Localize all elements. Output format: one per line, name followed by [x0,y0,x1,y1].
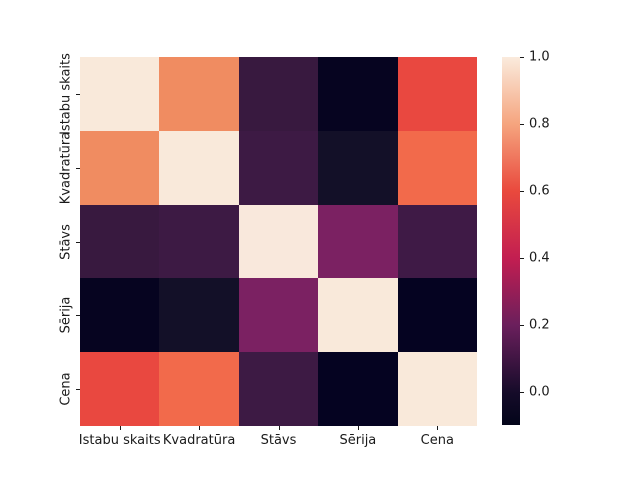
heatmap-cell-3-0 [80,278,160,353]
colorbar-tick-mark [520,325,524,327]
colorbar [502,57,520,425]
heatmap-cell-4-0 [80,352,160,426]
heatmap-cell-3-2 [238,278,319,353]
y-tick-mark [76,389,80,391]
heatmap-cell-4-2 [238,352,319,426]
x-tick-mark [437,426,439,430]
heatmap-cell-2-1 [159,204,239,279]
x-tick-mark [357,426,359,430]
colorbar-tick-label-1: 0.8 [529,116,550,132]
heatmap-cell-0-2 [238,57,319,131]
colorbar-tick-label-0: 1.0 [529,49,550,65]
y-tick-label-0: Istabu skaits [58,52,74,135]
x-tick-label-1: Kvadratūra [162,433,236,448]
heatmap-cell-0-1 [159,57,239,131]
colorbar-tick-label-2: 0.6 [529,183,550,199]
heatmap-cell-1-1 [159,130,239,205]
heatmap-cell-2-3 [318,204,398,279]
y-tick-mark [76,167,80,169]
colorbar-tick-label-4: 0.2 [529,317,550,333]
heatmap-cell-1-4 [397,130,477,205]
heatmap-cell-3-3 [318,278,398,353]
x-tick-mark [199,426,201,430]
y-tick-mark [76,315,80,317]
heatmap-cell-1-0 [80,130,160,205]
y-tick-label-4: Cena [58,372,74,406]
colorbar-tick-mark [520,392,524,394]
y-tick-label-2: Stāvs [58,223,74,260]
heatmap-cell-0-3 [318,57,398,131]
x-tick-label-2: Stāvs [260,433,297,448]
heatmap-cell-3-1 [159,278,239,353]
colorbar-tick-label-3: 0.4 [529,250,550,266]
x-tick-mark [119,426,121,430]
heatmap-cell-2-4 [397,204,477,279]
heatmap-cell-0-4 [397,57,477,131]
heatmap-cell-1-3 [318,130,398,205]
colorbar-tick-mark [520,258,524,260]
heatmap-cell-4-3 [318,352,398,426]
x-tick-label-4: Cena [420,433,454,448]
x-tick-mark [278,426,280,430]
colorbar-tick-label-5: 0.0 [529,384,550,400]
heatmap-grid [80,57,477,426]
x-tick-label-3: Sērija [339,433,377,448]
colorbar-tick-mark [520,191,524,193]
colorbar-tick-mark [520,57,524,58]
heatmap-cell-3-4 [397,278,477,353]
heatmap-cell-2-2 [238,204,319,279]
heatmap-cell-0-0 [80,57,160,131]
y-tick-mark [76,93,80,95]
heatmap-cell-4-1 [159,352,239,426]
heatmap-cell-2-0 [80,204,160,279]
y-tick-mark [76,241,80,243]
heatmap-cell-4-4 [397,352,477,426]
colorbar-tick-mark [520,124,524,126]
x-tick-label-0: Istabu skaits [78,433,161,448]
heatmap-cell-1-2 [238,130,319,205]
y-tick-label-1: Kvadratūra [58,131,74,204]
y-tick-label-3: Sērija [58,296,74,334]
